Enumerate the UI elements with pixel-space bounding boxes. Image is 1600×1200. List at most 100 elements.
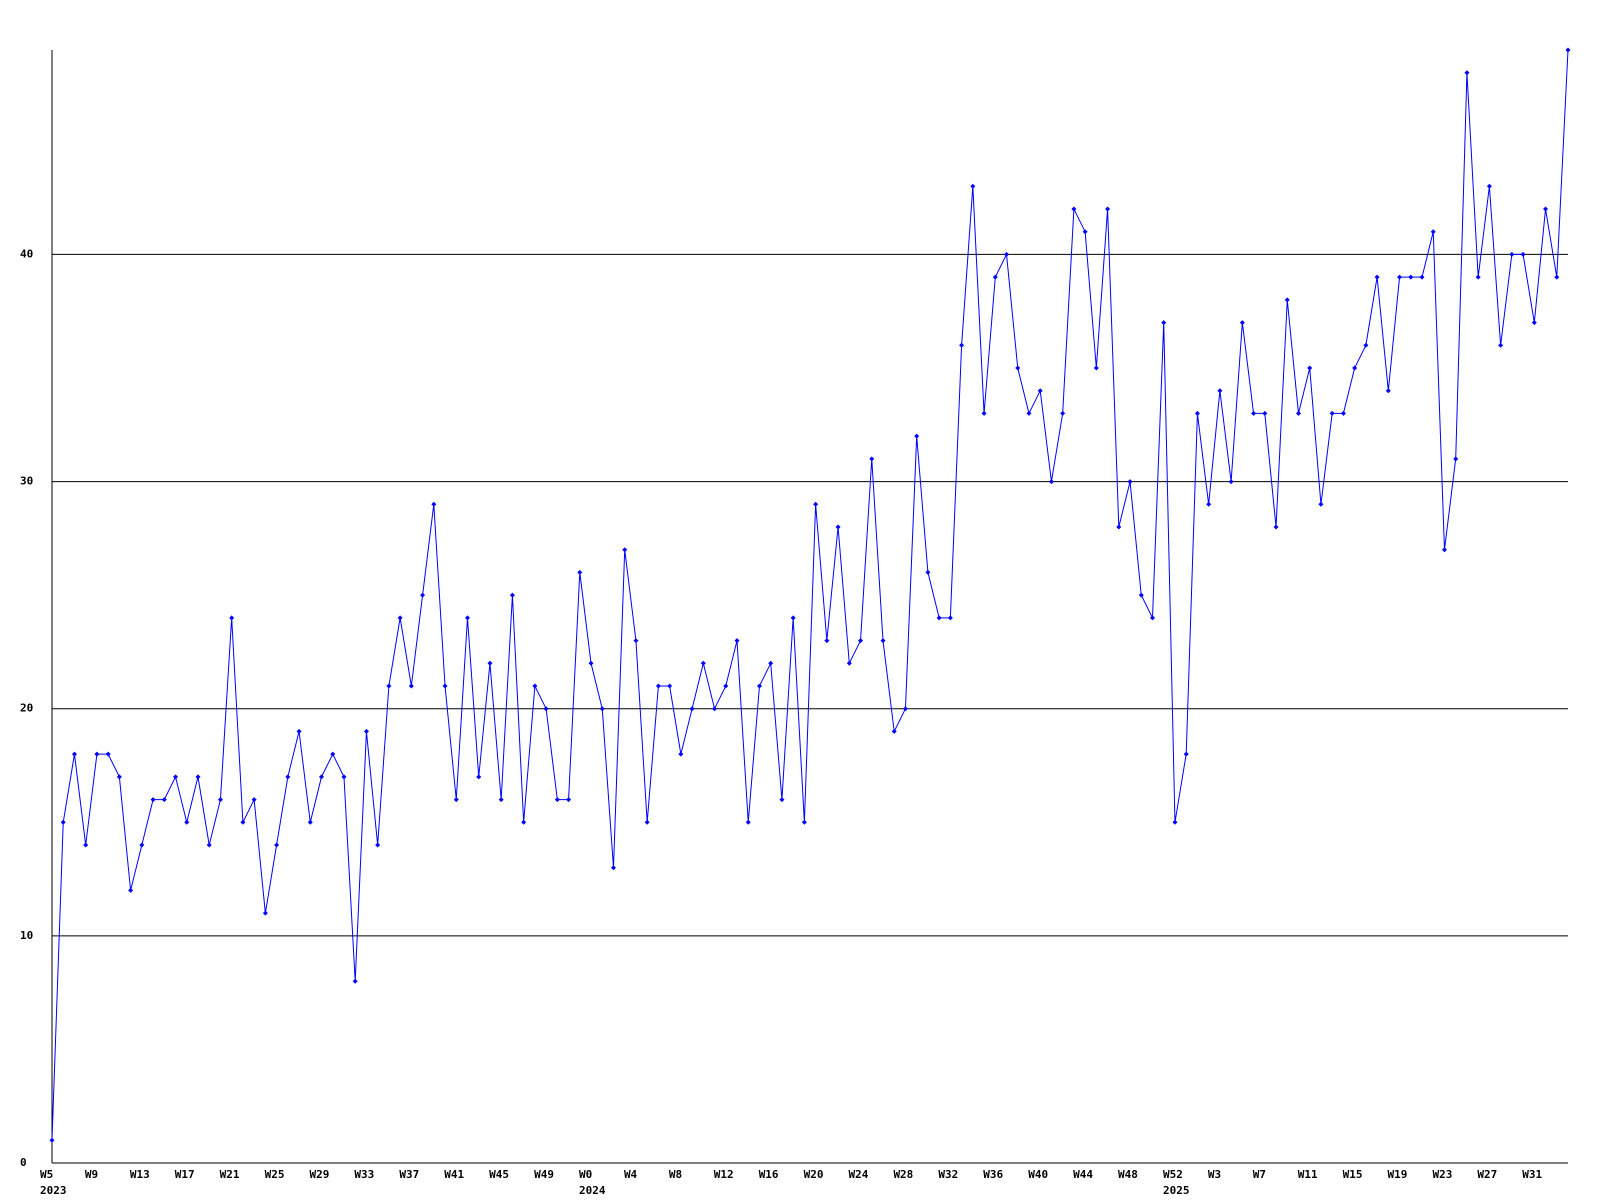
point <box>1105 206 1111 212</box>
point <box>689 706 695 712</box>
point <box>229 615 235 621</box>
point <box>1161 320 1167 326</box>
point <box>970 183 976 189</box>
point <box>756 683 762 689</box>
point <box>341 774 347 780</box>
x-tick-label: W45 <box>489 1168 509 1181</box>
point <box>1430 229 1436 235</box>
point <box>981 410 987 416</box>
point <box>1116 524 1122 530</box>
point <box>285 774 291 780</box>
point <box>992 274 998 280</box>
point <box>1486 183 1492 189</box>
point <box>1352 365 1358 371</box>
point <box>139 842 145 848</box>
point <box>1475 274 1481 280</box>
point <box>599 706 605 712</box>
point <box>1217 388 1223 394</box>
point <box>734 638 740 644</box>
point <box>386 683 392 689</box>
point <box>1565 47 1571 53</box>
point <box>431 501 437 507</box>
point <box>1464 70 1470 76</box>
y-tick-label: 20 <box>20 702 33 715</box>
point <box>655 683 661 689</box>
point <box>667 683 673 689</box>
point <box>936 615 942 621</box>
point <box>195 774 201 780</box>
point <box>307 819 313 825</box>
point <box>128 887 134 893</box>
x-tick-label: W20 <box>804 1168 824 1181</box>
point <box>1318 501 1324 507</box>
x-tick-label: W48 <box>1118 1168 1138 1181</box>
x-tick-label: W27 <box>1477 1168 1497 1181</box>
point <box>498 797 504 803</box>
point <box>116 774 122 780</box>
point <box>947 615 953 621</box>
point <box>1037 388 1043 394</box>
point <box>1251 410 1257 416</box>
point <box>1150 615 1156 621</box>
point <box>1228 479 1234 485</box>
x-tick-label: W23 <box>1432 1168 1452 1181</box>
point <box>768 660 774 666</box>
point <box>487 660 493 666</box>
point <box>150 797 156 803</box>
x-tick-label: W28 <box>893 1168 913 1181</box>
point <box>1329 410 1335 416</box>
y-tick-label: 10 <box>20 929 33 942</box>
point <box>206 842 212 848</box>
point <box>330 751 336 757</box>
line <box>51 49 1569 1141</box>
point <box>453 797 459 803</box>
point <box>1004 251 1010 257</box>
x-tick-label: W44 <box>1073 1168 1093 1181</box>
point <box>476 774 482 780</box>
point <box>880 638 886 644</box>
point <box>1060 410 1066 416</box>
x-tick-label: W41 <box>444 1168 464 1181</box>
point <box>509 592 515 598</box>
point <box>1127 479 1133 485</box>
point <box>554 797 560 803</box>
x-tick-label: W29 <box>310 1168 330 1181</box>
point <box>442 683 448 689</box>
point <box>1026 410 1032 416</box>
point <box>251 797 257 803</box>
point <box>217 797 223 803</box>
point <box>610 865 616 871</box>
x-tick-label: W0 <box>579 1168 592 1181</box>
x-tick-label: W17 <box>175 1168 195 1181</box>
point <box>745 819 751 825</box>
point <box>1048 479 1054 485</box>
point <box>363 728 369 734</box>
point <box>521 819 527 825</box>
point <box>1206 501 1212 507</box>
point <box>1453 456 1459 462</box>
point <box>1194 410 1200 416</box>
point <box>1363 342 1369 348</box>
point <box>790 615 796 621</box>
point <box>902 706 908 712</box>
point <box>240 819 246 825</box>
point <box>274 842 280 848</box>
point <box>71 751 77 757</box>
x-tick-label: W16 <box>759 1168 779 1181</box>
point <box>543 706 549 712</box>
point <box>1509 251 1515 257</box>
point <box>1295 410 1301 416</box>
point <box>577 569 583 575</box>
point <box>1340 410 1346 416</box>
point <box>1307 365 1313 371</box>
point <box>1284 297 1290 303</box>
y-tick-label: 40 <box>20 247 33 260</box>
point <box>1093 365 1099 371</box>
point <box>712 706 718 712</box>
x-tick-label: W52 <box>1163 1168 1183 1181</box>
point <box>161 797 167 803</box>
point <box>464 615 470 621</box>
y-tick-label: 0 <box>20 1156 27 1169</box>
point <box>60 819 66 825</box>
point <box>914 433 920 439</box>
